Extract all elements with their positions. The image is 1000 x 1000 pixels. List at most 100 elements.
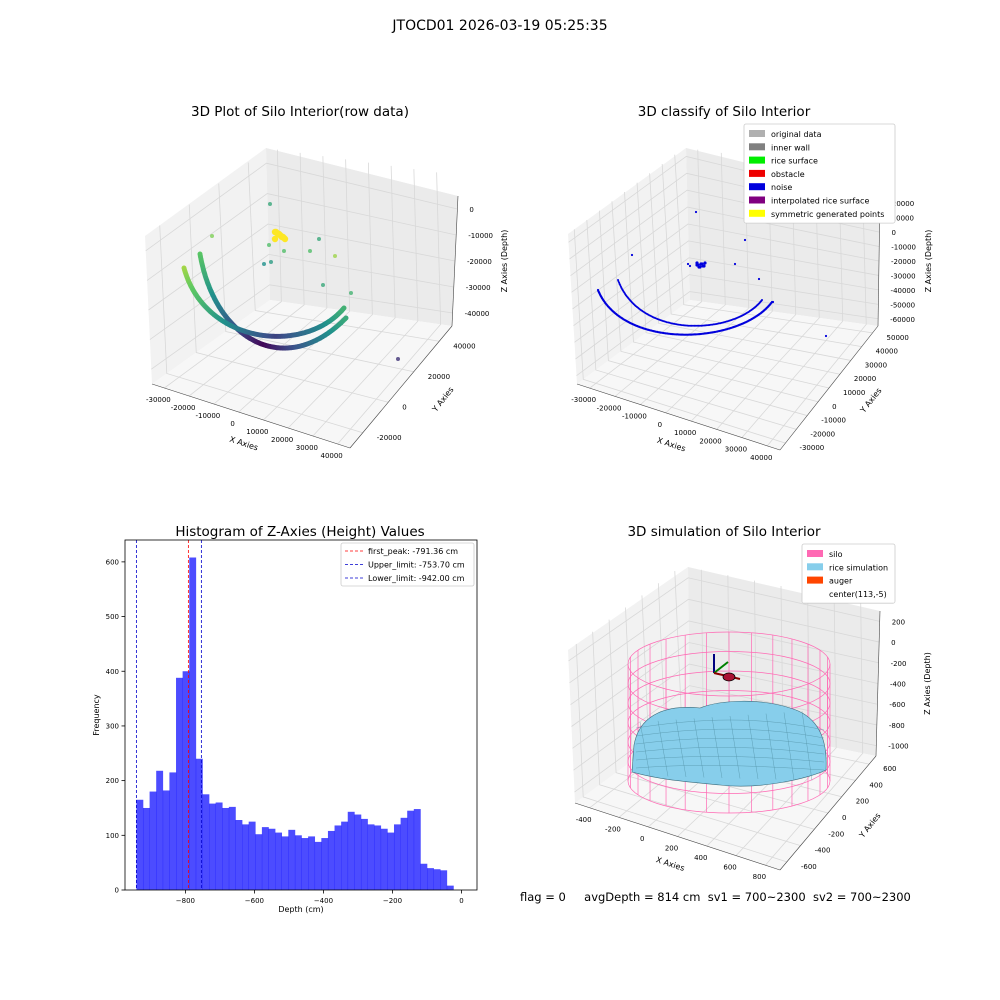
p3-histogram-bar	[261, 827, 269, 890]
p1-xgrid	[238, 159, 351, 413]
p4-legend-swatch	[807, 576, 823, 584]
p2-cluster-point	[699, 262, 703, 266]
figure-title: JTOCD01 2026-03-19 05:25:35	[392, 18, 608, 34]
p3-histogram-bar	[242, 824, 249, 891]
p2-ztick-label: -20000	[891, 258, 916, 266]
p2-xtick-label: 20000	[699, 437, 721, 445]
p1-scatter-point	[317, 237, 321, 241]
p1-xgrid	[188, 152, 305, 397]
p2-ytick-label: 0	[832, 403, 836, 411]
p2-ygrid	[598, 210, 808, 416]
p4-ytick-label: -400	[815, 847, 831, 855]
p2-zgrid	[571, 206, 880, 293]
p3-xtick-label: −400	[314, 897, 333, 905]
p3-histogram-bar	[420, 863, 428, 890]
p3-legend-label: first_peak: -791.36 cm	[368, 547, 458, 556]
p4-xgrid	[765, 602, 864, 866]
p1-cluster-point	[275, 230, 283, 238]
p4-ztick-label: 0	[891, 639, 895, 647]
p1-cluster-point	[271, 235, 279, 243]
p1-pane-left	[145, 148, 270, 384]
p4-rice-mesh	[783, 712, 795, 781]
panel4-3d-simulation: -400-2000200400600800-600-400-2000200400…	[568, 543, 932, 881]
p3-histogram-bar	[387, 832, 395, 890]
p2-legend-label: interpolated rice surface	[771, 197, 869, 206]
panel2-3d-classify: -30000-20000-10000010000200003000040000-…	[568, 123, 933, 462]
p1-xgrid	[287, 165, 396, 429]
p4-zgrid	[568, 577, 880, 662]
p2-xtick-label: -20000	[597, 404, 622, 412]
p4-ytick-label: 200	[856, 798, 869, 806]
p2-xtick-label: 30000	[725, 446, 747, 454]
p2-noise-point	[694, 210, 698, 214]
p2-ygrid	[611, 201, 819, 403]
p1-zgrid	[145, 162, 458, 252]
p4-xtick-label: 200	[665, 845, 678, 853]
p2-zlabel: Z Axies (Depth)	[924, 230, 933, 293]
p4-legend-label: silo	[829, 550, 843, 559]
p2-noise-point	[743, 238, 747, 242]
p2-cluster-point	[697, 265, 701, 269]
p1-xgrid	[263, 162, 373, 421]
p2-noise-point	[630, 253, 634, 257]
panel3-histogram: −800 −600 −400 −200 0 0 100 200 300 400 500 600 Dept…	[92, 539, 478, 914]
p2-legend-label: symmetric generated points	[771, 210, 884, 219]
p4-rice-mesh	[635, 756, 825, 763]
p3-histogram-bar	[215, 802, 223, 890]
p3-xlabel: Depth (cm)	[278, 905, 323, 914]
p3-ylabel: Frequency	[92, 694, 101, 736]
p3-ytick-label: 200	[106, 777, 119, 785]
p1-scatter-point	[269, 260, 273, 264]
p2-legend-swatch	[749, 169, 765, 177]
p1-ztick-label: -10000	[468, 232, 493, 240]
panel2-title: 3D classify of Silo Interior	[638, 104, 811, 120]
p3-histogram-bar	[195, 758, 203, 890]
p4-ztick-label: -1000	[888, 743, 908, 751]
p1-xtick-label: 30000	[296, 444, 318, 452]
p4-rice-surface	[631, 700, 827, 787]
p2-ygrid	[636, 182, 840, 375]
p3-histogram-bar	[301, 838, 309, 890]
p3-histogram-bar	[341, 821, 349, 890]
p4-ytick-label: 600	[883, 765, 896, 773]
p3-histogram-bar	[281, 836, 289, 890]
p4-xtick-label: 600	[723, 864, 736, 872]
p3-histogram-bar	[374, 825, 382, 890]
p1-scatter-point	[396, 357, 400, 361]
p2-xtick-label: 0	[658, 421, 662, 429]
p2-legend-label: noise	[771, 183, 792, 192]
p2-legend	[743, 123, 896, 224]
p4-ztick-label: -800	[889, 722, 905, 730]
p2-xlabel: X Axies	[656, 436, 687, 454]
p3-histogram-bar	[433, 869, 441, 890]
flag-text: flag = 0	[520, 890, 566, 904]
p2-ygrid	[661, 163, 862, 348]
p2-noise-point	[761, 299, 763, 301]
p3-histogram-bar	[334, 825, 342, 890]
p4-legend-label: auger	[829, 577, 853, 586]
p3-histogram-bar	[268, 828, 276, 890]
p2-legend-swatch	[749, 130, 765, 137]
footer-stats: flag = 0 avgDepth = 814 cm sv1 = 700~230…	[520, 890, 911, 904]
p4-ylabel: Y Axies	[857, 811, 883, 840]
p4-zgrid	[571, 642, 879, 727]
p2-legend-swatch	[749, 143, 765, 151]
p2-ytick-label: 30000	[865, 361, 887, 369]
p4-ztick-label: 200	[892, 618, 905, 626]
p3-histogram-bar	[248, 821, 256, 890]
p4-rice-mesh	[657, 720, 669, 777]
p2-cluster-point	[695, 263, 699, 267]
p1-ztick-label: 0	[469, 206, 473, 214]
p2-noise-point	[757, 277, 761, 281]
p1-scatter-point	[268, 202, 272, 206]
p3-histogram-bar	[327, 830, 335, 890]
p3-histogram-bar	[321, 838, 329, 890]
p1-zgrid	[146, 193, 457, 281]
p3-histogram-bar	[222, 807, 230, 890]
p3-ytick-label: 100	[106, 832, 119, 840]
p3-histogram-bar	[294, 835, 302, 890]
p4-xgrid	[735, 596, 837, 856]
p4-ztick-label: -400	[890, 681, 906, 689]
p1-xlabel: X Axies	[228, 435, 259, 453]
p4-xlabel: X Axies	[655, 855, 686, 873]
